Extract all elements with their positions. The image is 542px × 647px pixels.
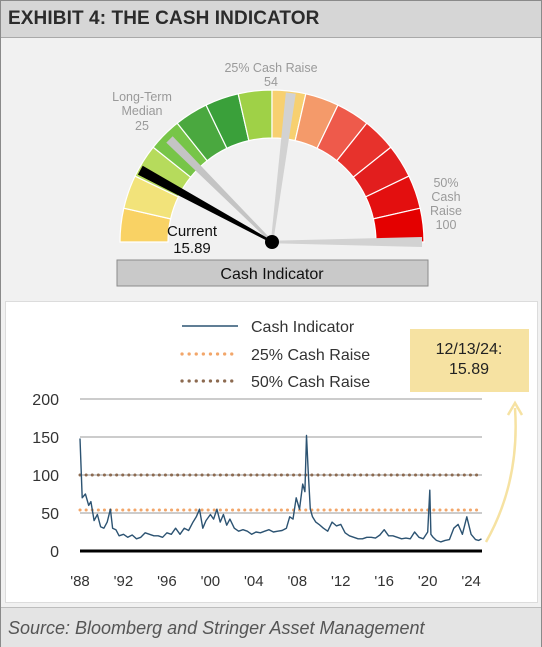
raise50-marker [272,237,422,247]
chart-gridlines [80,398,482,514]
legend-label-raise50: 50% Cash Raise [251,374,370,391]
gauge-segments [119,89,425,243]
gauge-caption-box [116,259,429,287]
cash-gauge: Long-Term Median 25 25% Cash Raise 54 50… [112,61,462,287]
annotation-arrow [484,407,517,543]
chart-reference-lines [78,473,484,512]
raise25-label: 25% Cash Raise [224,61,317,75]
gauge-markers [137,92,422,247]
x-tick-label: '92 [114,573,134,590]
x-tick-label: '12 [331,573,351,590]
legend-label-raise25: 25% Cash Raise [251,347,370,364]
legend-label-indicator: Cash Indicator [251,319,355,336]
source-footer: Source: Bloomberg and Stringer Asset Man… [1,607,541,647]
x-tick-label: '08 [288,573,308,590]
median-label-line1: Long-Term [112,90,172,104]
annotation-date: 12/13/24: [436,341,503,358]
y-tick-label: 200 [32,392,59,409]
raise50-value: 100 [436,218,457,232]
x-tick-label: '96 [157,573,177,590]
raise50-label-line1: 50% [433,176,458,190]
x-tick-label: '16 [374,573,394,590]
exhibit-header: EXHIBIT 4: THE CASH INDICATOR [1,1,541,38]
raise50-label-line2: Cash [431,190,460,204]
y-tick-label: 0 [50,544,59,561]
y-tick-label: 100 [32,468,59,485]
cash-indicator-line [79,434,482,543]
x-tick-label: '04 [244,573,264,590]
raise50-label-line3: Raise [430,204,462,218]
median-label-line2: Median [122,104,163,118]
current-value: 15.89 [173,240,211,257]
exhibit-title: EXHIBIT 4: THE CASH INDICATOR [8,8,320,29]
gauge-caption: Cash Indicator [220,266,324,283]
source-note: Source: Bloomberg and Stringer Asset Man… [8,618,425,638]
current-label: Current [167,223,218,240]
current-needle [137,165,273,244]
raise25-marker [270,92,296,243]
annotation-box [410,329,529,392]
gauge-pivot [265,235,279,249]
chart-axes: 0 50 100 150 200 '88 '92 '96 '00 '04 '08 '12 '16 '20 '… [32,392,482,590]
cash-indicator-chart: 0 50 100 150 200 '88 '92 '96 '00 '04 '08 '12 '16 '20 '… [32,319,529,590]
annotation-value: 15.89 [449,361,489,378]
x-tick-label: '00 [201,573,221,590]
y-tick-label: 150 [32,430,59,447]
median-value: 25 [135,119,149,133]
annotation-arrowhead [506,400,524,416]
chart-series [79,434,482,543]
chart-panel: 0 50 100 150 200 '88 '92 '96 '00 '04 '08 '12 '16 '20 '… [5,301,538,603]
x-tick-label: '20 [418,573,438,590]
y-tick-label: 50 [41,506,59,523]
raise25-value: 54 [264,75,278,89]
x-tick-label: '24 [461,573,481,590]
median-marker [166,136,273,243]
x-tick-label: '88 [70,573,90,590]
